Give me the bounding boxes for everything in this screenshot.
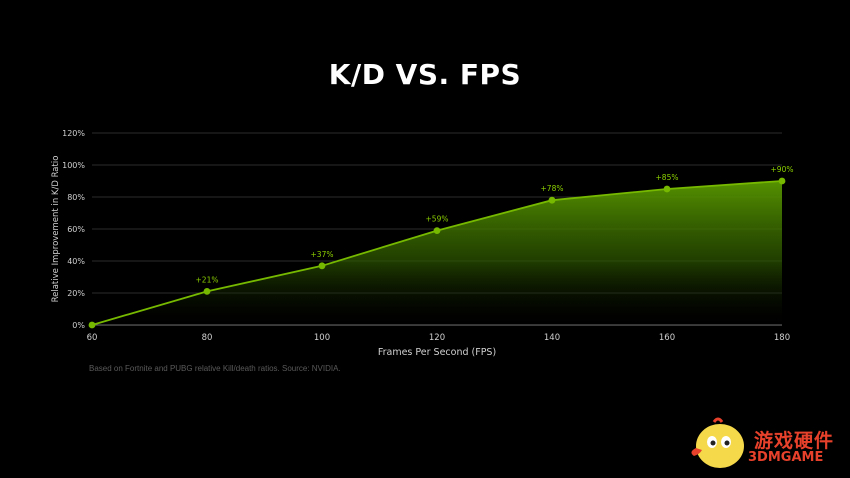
y-tick-label: 20% — [67, 289, 85, 298]
watermark-text-cn: 游戏硬件 — [754, 430, 835, 452]
duck-mascot-icon — [691, 417, 744, 468]
y-tick-label: 80% — [67, 193, 85, 202]
x-tick-label: 80 — [202, 333, 213, 343]
y-axis-title: Relative Improvement in K/D Ratio — [51, 156, 61, 303]
data-point — [433, 227, 441, 235]
x-tick-label: 60 — [87, 333, 98, 343]
watermark-text-en: 3DMGAME — [748, 450, 824, 465]
data-point — [203, 288, 211, 295]
x-tick-label: 160 — [659, 333, 675, 343]
data-point — [88, 321, 96, 329]
data-label: +21% — [196, 275, 219, 284]
data-label: +85% — [656, 173, 679, 182]
x-tick-label: 180 — [774, 333, 790, 343]
x-axis-title: Frames Per Second (FPS) — [378, 347, 496, 358]
data-label: +59% — [426, 215, 449, 224]
y-tick-label: 100% — [62, 161, 85, 170]
watermark-logo: 游戏硬件 3DMGAME — [688, 416, 838, 472]
data-label: +90% — [771, 165, 794, 174]
area-fill — [92, 181, 782, 325]
source-note: Based on Fortnite and PUBG relative Kill… — [89, 364, 341, 373]
chart-title: K/D VS. FPS — [328, 58, 522, 91]
y-tick-label: 120% — [62, 129, 85, 138]
y-tick-label: 40% — [67, 257, 85, 266]
x-tick-label: 140 — [544, 333, 560, 343]
data-label: +78% — [541, 184, 564, 193]
data-point — [318, 262, 326, 270]
y-tick-label: 0% — [72, 321, 85, 330]
x-tick-label: 120 — [429, 333, 445, 343]
data-label: +37% — [311, 250, 334, 259]
data-point — [778, 177, 786, 185]
data-point — [663, 185, 671, 193]
x-tick-label: 100 — [314, 333, 330, 343]
y-tick-label: 60% — [67, 225, 85, 234]
data-point — [548, 196, 556, 204]
